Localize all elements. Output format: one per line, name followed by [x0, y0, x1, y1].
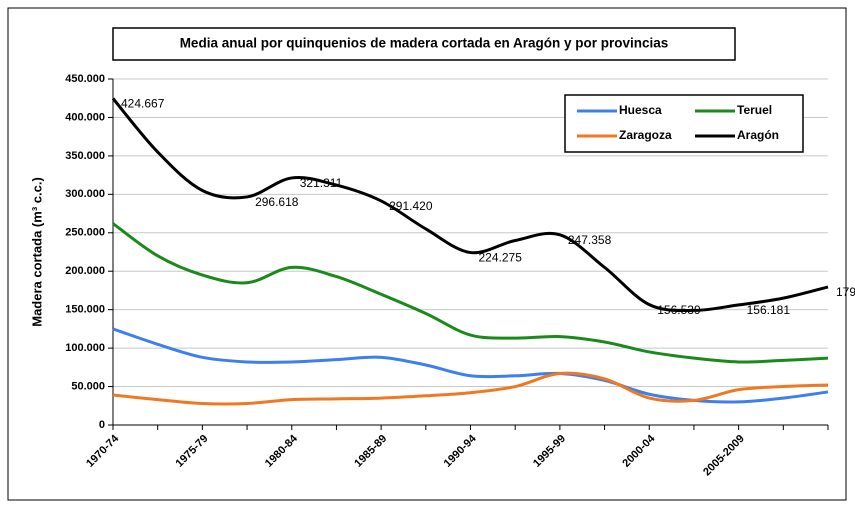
y-tick-label: 50.000 [71, 380, 105, 392]
legend-label: Teruel [737, 103, 772, 117]
y-tick-label: 400.000 [65, 111, 105, 123]
data-label: 156.181 [747, 303, 791, 317]
title-box [112, 27, 736, 61]
series-line [111, 97, 829, 313]
chart-frame [7, 7, 847, 501]
y-tick-label: 200.000 [65, 265, 105, 277]
y-tick-label: 0 [99, 419, 105, 431]
y-axis-label: Madera cortada (m³ c.c.) [29, 177, 44, 327]
data-label: 224.275 [479, 251, 523, 265]
chart-title: Media anual por quinquenios de madera co… [180, 36, 669, 51]
y-tick-label: 100.000 [65, 342, 105, 354]
series-line [112, 371, 829, 406]
y-tick-label: 150.000 [65, 304, 105, 316]
y-tick-label: 300.000 [65, 188, 105, 200]
data-label: 179.594 [836, 285, 855, 299]
y-tick-label: 250.000 [65, 227, 105, 239]
series-line [112, 327, 829, 404]
legend-box [564, 94, 804, 153]
data-label: 247.358 [568, 233, 612, 247]
legend-label: Huesca [619, 103, 662, 117]
series-line [112, 222, 829, 364]
y-tick-label: 450.000 [65, 73, 105, 85]
data-label: 156.539 [657, 303, 701, 317]
data-label: 296.618 [255, 195, 299, 209]
data-label: 424.667 [121, 97, 165, 111]
y-tick-label: 350.000 [65, 150, 105, 162]
legend-label: Aragón [737, 128, 779, 142]
data-label: 291.420 [389, 199, 433, 213]
data-label: 321.311 [300, 176, 343, 190]
legend-label: Zaragoza [619, 128, 672, 142]
